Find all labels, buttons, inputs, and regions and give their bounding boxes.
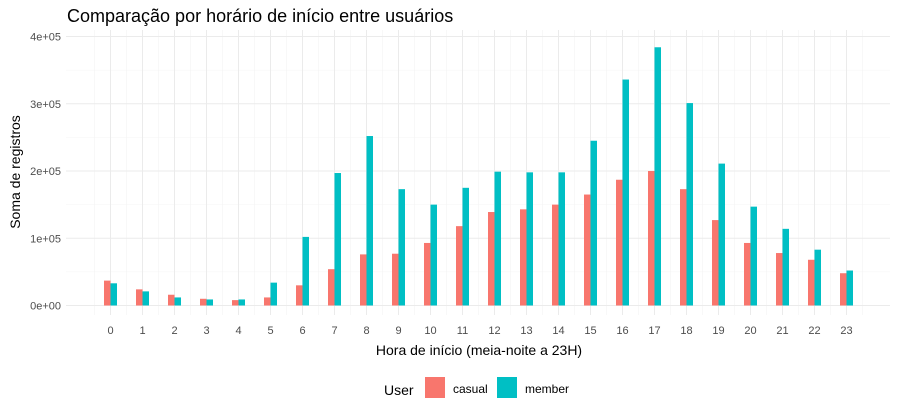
x-tick-label: 2 xyxy=(171,325,177,337)
x-tick-label: 8 xyxy=(363,325,369,337)
x-tick-label: 20 xyxy=(744,325,756,337)
bar-member xyxy=(782,228,789,306)
bar-casual xyxy=(296,285,303,306)
bar-casual xyxy=(840,273,847,306)
x-tick-label: 0 xyxy=(107,325,113,337)
bar-member xyxy=(462,187,469,306)
bar-member xyxy=(238,299,245,306)
grid xyxy=(66,30,890,315)
x-tick-label: 3 xyxy=(203,325,209,337)
x-tick-label: 11 xyxy=(457,325,468,337)
bar-casual xyxy=(648,171,655,306)
x-tick-label: 10 xyxy=(424,325,436,337)
x-tick-label: 9 xyxy=(395,325,401,337)
y-tick-label: 3e+05 xyxy=(30,99,61,111)
x-tick-label: 18 xyxy=(680,325,692,337)
bar-casual xyxy=(488,212,495,306)
x-tick-label: 22 xyxy=(808,325,820,337)
bar-casual xyxy=(424,242,431,306)
bar-casual xyxy=(328,269,335,306)
x-tick-label: 13 xyxy=(520,325,532,337)
bar-casual xyxy=(712,220,719,306)
bar-casual xyxy=(456,226,463,306)
bar-member xyxy=(110,283,117,306)
bar-casual xyxy=(200,298,207,306)
bar-casual xyxy=(232,300,239,306)
bar-member xyxy=(558,172,565,306)
bar-casual xyxy=(104,280,111,306)
x-tick-label: 12 xyxy=(488,325,500,337)
chart-title: Comparação por horário de início entre u… xyxy=(67,6,453,26)
bar-member xyxy=(366,136,373,306)
bar-casual xyxy=(744,242,751,306)
x-tick-label: 6 xyxy=(299,325,305,337)
bar-casual xyxy=(392,253,399,306)
x-tick-label: 17 xyxy=(648,325,660,337)
bar-member xyxy=(622,79,629,306)
bar-casual xyxy=(584,194,591,306)
bar-member xyxy=(302,236,309,306)
bar-casual xyxy=(168,294,175,306)
x-axis-label: Hora de início (meia-noite a 23H) xyxy=(376,342,582,358)
bar-casual xyxy=(264,297,271,306)
bar-member xyxy=(494,171,501,306)
bar-casual xyxy=(552,204,559,306)
x-tick-label: 15 xyxy=(584,325,596,337)
bar-member xyxy=(398,189,405,306)
bar-casual xyxy=(360,254,367,306)
legend-key-member xyxy=(497,377,517,398)
bar-casual xyxy=(808,259,815,306)
y-tick-label: 2e+05 xyxy=(30,166,61,178)
legend-key-casual xyxy=(425,377,445,398)
x-tick-label: 4 xyxy=(235,325,241,337)
y-tick-label: 4e+05 xyxy=(30,32,61,44)
legend-label-member: member xyxy=(525,382,569,396)
x-tick-label: 19 xyxy=(712,325,724,337)
bar-member xyxy=(526,172,533,306)
bar-member xyxy=(846,270,853,306)
x-tick-label: 5 xyxy=(267,325,273,337)
bar-member xyxy=(270,282,277,306)
x-tick-label: 7 xyxy=(331,325,337,337)
x-tick-label: 16 xyxy=(616,325,628,337)
bar-member xyxy=(654,47,661,306)
bar-casual xyxy=(680,189,687,306)
bar-casual xyxy=(616,179,623,306)
bar-member xyxy=(142,291,149,306)
x-tick-label: 23 xyxy=(840,325,852,337)
bar-member xyxy=(206,299,213,306)
bar-member xyxy=(334,173,341,306)
y-tick-label: 0e+00 xyxy=(30,301,61,313)
x-tick-label: 21 xyxy=(776,325,788,337)
bar-casual xyxy=(776,253,783,306)
y-tick-label: 1e+05 xyxy=(30,233,61,245)
bar-member xyxy=(814,249,821,306)
y-axis-ticks: 0e+00 1e+05 2e+05 3e+05 4e+05 xyxy=(30,32,61,313)
bar-member xyxy=(590,140,597,306)
x-tick-label: 1 xyxy=(139,325,145,337)
bar-casual xyxy=(136,289,143,306)
bar-member xyxy=(686,103,693,306)
legend-label-casual: casual xyxy=(453,382,488,396)
bar-member xyxy=(430,204,437,306)
x-axis-ticks: 0 1 2 3 4 5 6 7 8 9 10 11 12 13 14 15 16 17 18 19 20 21 22 23 xyxy=(107,325,852,337)
x-tick-label: 14 xyxy=(552,325,564,337)
bar-member xyxy=(174,297,181,306)
bar-member xyxy=(750,206,757,306)
bars xyxy=(104,47,853,306)
legend-title: User xyxy=(384,382,414,398)
bar-member xyxy=(718,163,725,306)
legend: User casual member xyxy=(384,377,569,398)
y-axis-label: Soma de registros xyxy=(7,115,23,229)
bar-casual xyxy=(520,209,527,306)
